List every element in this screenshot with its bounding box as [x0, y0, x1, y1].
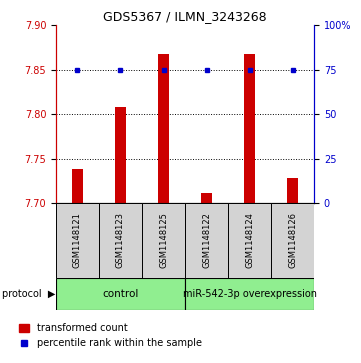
- Text: GSM1148126: GSM1148126: [288, 212, 297, 269]
- Bar: [185, 278, 314, 310]
- Text: control: control: [102, 289, 139, 299]
- Bar: [201, 193, 212, 203]
- Text: protocol  ▶: protocol ▶: [2, 289, 55, 299]
- Bar: [72, 170, 83, 203]
- Bar: [244, 54, 255, 203]
- Title: GDS5367 / ILMN_3243268: GDS5367 / ILMN_3243268: [103, 10, 267, 23]
- Bar: [185, 203, 228, 278]
- Text: miR-542-3p overexpression: miR-542-3p overexpression: [183, 289, 317, 299]
- Legend: transformed count, percentile rank within the sample: transformed count, percentile rank withi…: [19, 323, 202, 348]
- Text: GSM1148122: GSM1148122: [202, 213, 211, 268]
- Bar: [99, 203, 142, 278]
- Text: GSM1148125: GSM1148125: [159, 213, 168, 268]
- Bar: [56, 278, 185, 310]
- Bar: [56, 203, 99, 278]
- Bar: [158, 54, 169, 203]
- Bar: [271, 203, 314, 278]
- Text: GSM1148124: GSM1148124: [245, 213, 254, 268]
- Text: GSM1148121: GSM1148121: [73, 213, 82, 268]
- Text: GSM1148123: GSM1148123: [116, 212, 125, 269]
- Bar: [228, 203, 271, 278]
- Bar: [287, 178, 298, 203]
- Bar: [142, 203, 185, 278]
- Bar: [115, 107, 126, 203]
